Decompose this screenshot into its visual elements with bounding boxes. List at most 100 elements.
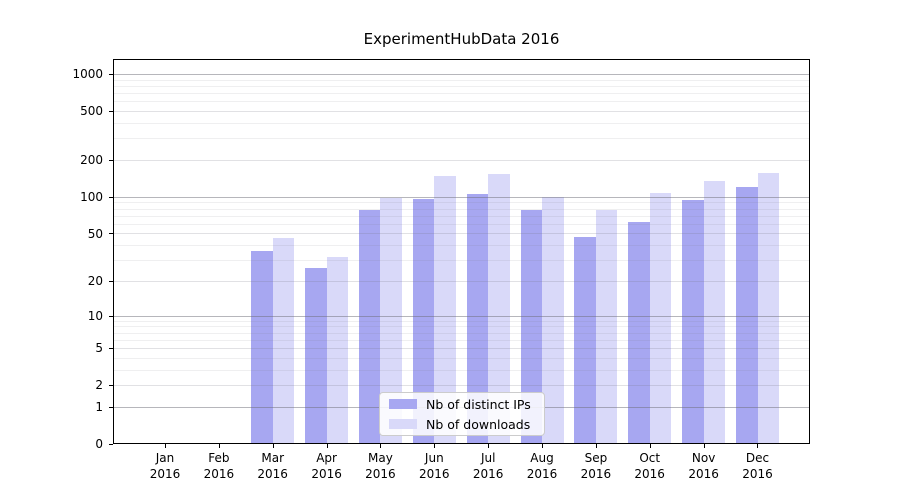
month-label: Sep	[584, 451, 608, 465]
x-tick-label-sep: Sep 2016	[566, 450, 626, 482]
minor-gridline	[114, 86, 809, 87]
bar-distinct-ips-may	[358, 210, 381, 444]
y-tick-mark-200	[109, 160, 113, 161]
bar-downloads-may	[380, 197, 402, 444]
x-tick-label-jun: Jun 2016	[404, 450, 464, 482]
x-tick-label-apr: Apr 2016	[297, 450, 357, 482]
minor-gridline	[114, 370, 809, 371]
bar-distinct-ips-mar	[251, 250, 273, 444]
minor-gridline-200	[114, 160, 809, 161]
x-tick-mark-mar	[273, 444, 274, 448]
x-tick-label-jul: Jul 2016	[458, 450, 518, 482]
bar-distinct-ips-aug	[520, 210, 542, 444]
year-label: 2016	[634, 467, 665, 481]
x-tick-label-aug: Aug 2016	[512, 450, 572, 482]
x-tick-mark-may	[380, 444, 381, 448]
bar-downloads-jul	[488, 174, 510, 444]
y-tick-mark-100	[109, 197, 113, 198]
bar-downloads-oct	[649, 192, 672, 444]
year-label: 2016	[203, 467, 235, 481]
minor-gridline	[114, 209, 809, 210]
y-tick-label-1000: 1000	[72, 67, 103, 81]
y-tick-label-500: 500	[80, 104, 103, 119]
plot-area	[113, 59, 810, 444]
month-label: Feb	[208, 451, 230, 465]
y-tick-mark-1	[109, 407, 113, 408]
y-tick-label-1: 1	[95, 399, 103, 414]
legend: Nb of distinct IPs Nb of downloads	[379, 392, 545, 436]
y-tick-mark-10	[109, 316, 113, 317]
minor-gridline	[114, 123, 809, 124]
minor-gridline	[114, 321, 809, 322]
minor-gridline	[114, 260, 809, 261]
bar-distinct-ips-oct	[628, 222, 650, 444]
minor-gridline	[114, 202, 809, 203]
minor-gridline	[114, 340, 809, 341]
year-label: 2016	[257, 467, 288, 481]
month-label: Jan	[155, 451, 175, 465]
y-tick-mark-1000	[109, 74, 113, 75]
y-tick-mark-2	[109, 385, 113, 386]
legend-row-downloads: Nb of downloads	[380, 417, 544, 432]
month-label: May	[367, 451, 393, 465]
legend-label-downloads: Nb of downloads	[426, 416, 531, 432]
x-tick-mark-jan	[165, 444, 166, 448]
legend-swatch-distinct-ips	[389, 399, 417, 409]
minor-gridline-500	[114, 111, 809, 112]
y-tick-label-5: 5	[95, 341, 103, 356]
y-tick-mark-50	[109, 233, 113, 234]
year-label: 2016	[472, 467, 504, 481]
year-label: 2016	[419, 467, 450, 481]
y-tick-label-10: 10	[87, 308, 103, 323]
x-tick-mark-sep	[596, 444, 597, 448]
y-tick-label-2: 2	[95, 378, 103, 393]
minor-gridline-20	[114, 281, 809, 282]
bar-downloads-mar	[272, 237, 295, 444]
x-tick-mark-dec	[757, 444, 758, 448]
x-tick-label-nov: Nov 2016	[674, 450, 734, 482]
bar-downloads-dec	[757, 172, 779, 444]
minor-gridline	[114, 80, 809, 81]
bar-distinct-ips-dec	[736, 187, 758, 444]
bar-downloads-sep	[595, 210, 618, 444]
month-label: Jul	[480, 451, 496, 465]
x-tick-mark-jul	[488, 444, 489, 448]
bar-distinct-ips-apr	[305, 267, 327, 444]
minor-gridline-5	[114, 348, 809, 349]
x-tick-mark-nov	[704, 444, 705, 448]
x-tick-label-dec: Dec 2016	[728, 450, 788, 482]
major-gridline-100	[114, 197, 809, 198]
y-tick-label-50: 50	[87, 226, 103, 241]
minor-gridline	[114, 358, 809, 359]
minor-gridline	[114, 326, 809, 327]
month-label: Mar	[261, 451, 284, 465]
month-label: Oct	[639, 451, 661, 465]
x-tick-label-oct: Oct 2016	[620, 450, 680, 482]
bar-downloads-aug	[542, 196, 564, 444]
y-tick-label-20: 20	[87, 274, 103, 288]
y-tick-label-200: 200	[80, 153, 103, 167]
y-tick-mark-20	[109, 281, 113, 282]
x-tick-mark-aug	[542, 444, 543, 448]
minor-gridline	[114, 101, 809, 102]
year-label: 2016	[688, 467, 719, 481]
minor-gridline-2	[114, 385, 809, 386]
y-tick-label-100: 100	[80, 189, 103, 204]
x-tick-label-feb: Feb 2016	[189, 450, 249, 482]
bar-distinct-ips-nov	[682, 199, 704, 444]
x-tick-mark-jun	[434, 444, 435, 448]
year-label: 2016	[311, 467, 342, 481]
x-tick-mark-apr	[327, 444, 328, 448]
x-tick-mark-feb	[219, 444, 220, 448]
year-label: 2016	[365, 467, 396, 481]
y-tick-mark-5	[109, 348, 113, 349]
major-gridline-1000	[114, 74, 809, 75]
bar-downloads-apr	[326, 256, 349, 444]
year-label: 2016	[742, 467, 773, 481]
bar-downloads-nov	[703, 180, 726, 444]
major-gridline-10	[114, 316, 809, 317]
legend-label-distinct-ips: Nb of distinct IPs	[426, 396, 531, 412]
month-label: Dec	[745, 451, 770, 465]
x-tick-label-jan: Jan 2016	[135, 450, 195, 482]
